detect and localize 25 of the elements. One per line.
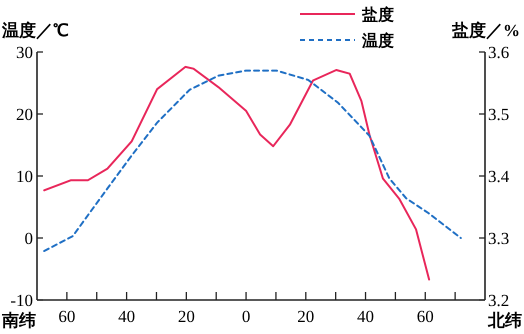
legend-label: 温度 bbox=[361, 31, 394, 50]
line-series bbox=[43, 70, 462, 252]
y2-tick-label: 3.4 bbox=[488, 167, 510, 186]
text: 南纬 bbox=[1, 311, 36, 330]
y2-tick-label: 3.2 bbox=[488, 291, 510, 310]
line-series bbox=[43, 66, 430, 280]
x-tick-label: 40 bbox=[357, 307, 374, 326]
y-tick-label: 20 bbox=[16, 105, 33, 124]
x-tick-label: 60 bbox=[416, 307, 434, 326]
y-tick-label: 0 bbox=[24, 229, 33, 248]
y2-tick-label: 3.5 bbox=[488, 105, 510, 124]
y-tick-label: 30 bbox=[16, 43, 33, 62]
y2-tick-label: 3.3 bbox=[488, 229, 510, 248]
x-tick-label: 20 bbox=[178, 307, 195, 326]
legend-label: 盐度 bbox=[361, 5, 394, 24]
y2-axis-title: 盐度／% bbox=[451, 21, 520, 40]
x-tick-label: 40 bbox=[118, 307, 136, 326]
y-tick-label: 10 bbox=[16, 167, 33, 186]
y-axis-title: 温度／℃ bbox=[1, 21, 69, 40]
x-tick-label: 0 bbox=[242, 307, 250, 326]
y2-tick-label: 3.6 bbox=[488, 43, 510, 62]
y-tick-label: -10 bbox=[10, 291, 33, 310]
x-tick-label: 60 bbox=[58, 307, 76, 326]
x-tick-label: 20 bbox=[297, 307, 314, 326]
text: 北纬 bbox=[487, 311, 522, 330]
